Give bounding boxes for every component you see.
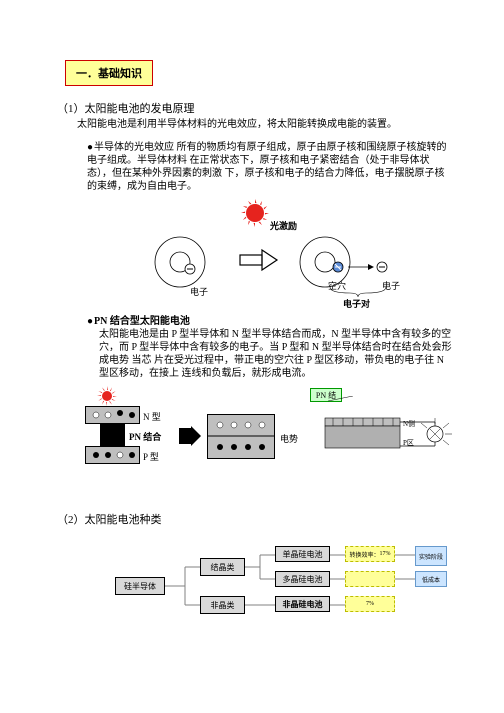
section2-title: （2）太阳能电池种类 <box>57 511 454 527</box>
pn-junction-cell <box>100 424 125 446</box>
eff2 <box>345 571 395 587</box>
bullet2-body: 太阳能电池是由 P 型半导体和 N 型半导体结合而成，N 型半导体中含有较多的空… <box>99 328 454 380</box>
circuit-icon <box>315 396 455 481</box>
n-label: N 型 <box>143 410 161 423</box>
tree-leaf3: 非晶硅电池 <box>275 596 330 612</box>
side2: 低成本 <box>415 571 447 587</box>
pn-label: PN 结合 <box>129 430 161 443</box>
section-header: 一．基础知识 <box>65 60 153 86</box>
electron-right-label: 电子 <box>382 279 400 292</box>
section1-title: （1）太阳能电池的发电原理 <box>57 100 454 116</box>
p-side-label: P区 <box>403 438 414 448</box>
pair-label: 电子对 <box>343 297 370 310</box>
p-cell <box>85 446 140 464</box>
arrow-right-icon <box>235 245 285 275</box>
figure-pn-junction: N 型 PN 结合 P 型 电势 PN 结 <box>85 386 454 481</box>
eff3: 7% <box>345 596 395 612</box>
figure-cell-types: 硅半导体 结晶类 非晶类 单晶硅电池 多晶硅电池 非晶硅电池 转换效率：17% … <box>85 547 454 647</box>
hole-label: 空穴 <box>328 279 346 292</box>
bullet2-head: PN 结合型太阳能电池 <box>87 316 190 327</box>
potential-label: 电势 <box>280 432 298 445</box>
figure-photoelectric: 光激励 电子 空穴 电子 电子对 <box>105 197 454 307</box>
tree-leaf2: 多晶硅电池 <box>275 571 330 587</box>
tree-leaf1: 单晶硅电池 <box>275 546 330 562</box>
tree-branch2: 非晶类 <box>200 596 245 614</box>
tree-root: 硅半导体 <box>115 577 165 595</box>
sun-icon <box>235 193 275 233</box>
n-cell <box>85 406 140 424</box>
n-side-label: N侧 <box>403 419 415 429</box>
side1: 实验阶段 <box>415 546 447 566</box>
middle-cell <box>207 414 275 459</box>
electron-left-label: 电子 <box>190 285 208 298</box>
p-label: P 型 <box>143 450 159 463</box>
eff1: 转换效率：17% <box>345 546 395 562</box>
arrow-right-small-icon <box>177 426 207 446</box>
bullet1-head: 半导体的光电效应 <box>87 142 174 153</box>
sun-small-icon <box>95 384 119 408</box>
tree-branch1: 结晶类 <box>200 558 245 576</box>
section1-intro: 太阳能电池是利用半导体材料的光电效应，将太阳能转换成电能的装置。 <box>77 118 454 131</box>
